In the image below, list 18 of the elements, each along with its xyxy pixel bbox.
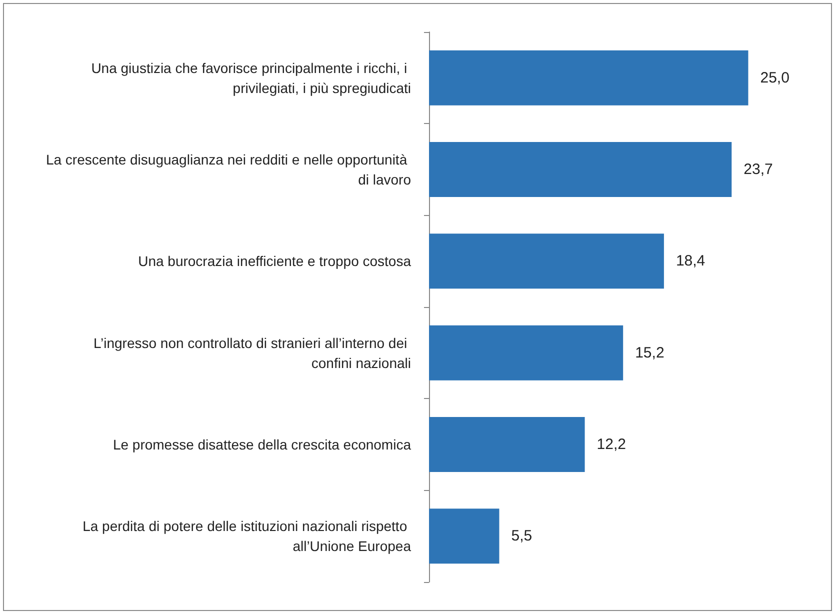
bar — [429, 417, 585, 472]
bar — [429, 508, 500, 564]
y-tick-label: Le promesse disattese della crescita economica — [112, 436, 412, 452]
data-label: 23,7 — [744, 161, 773, 178]
data-label: 12,2 — [596, 436, 626, 453]
y-tick-label: La perdita di potere delle istituzioni nazionali rispetto all’Unione Europea — [82, 518, 412, 554]
y-tick-label: Una burocrazia inefficiente e troppo costosa — [138, 253, 412, 270]
bar — [429, 142, 732, 197]
bar — [429, 325, 624, 380]
bar — [429, 234, 664, 289]
y-tick-label: La crescente disuguaglianza nei redditi e nelle opportunità di lavoro — [46, 152, 412, 188]
y-tick-label: Una giustizia che favorisce principalmente i ricchi, i privilegiati, i più spregiudicati — [91, 60, 411, 96]
y-tick-label: L’ingresso non controllato di stranieri all’interno dei confini nazionali — [93, 334, 411, 371]
data-label: 15,2 — [635, 344, 664, 362]
data-label: 5,5 — [511, 528, 532, 545]
data-label: 25,0 — [760, 69, 790, 86]
bar — [429, 50, 748, 106]
data-label: 18,4 — [676, 252, 706, 270]
